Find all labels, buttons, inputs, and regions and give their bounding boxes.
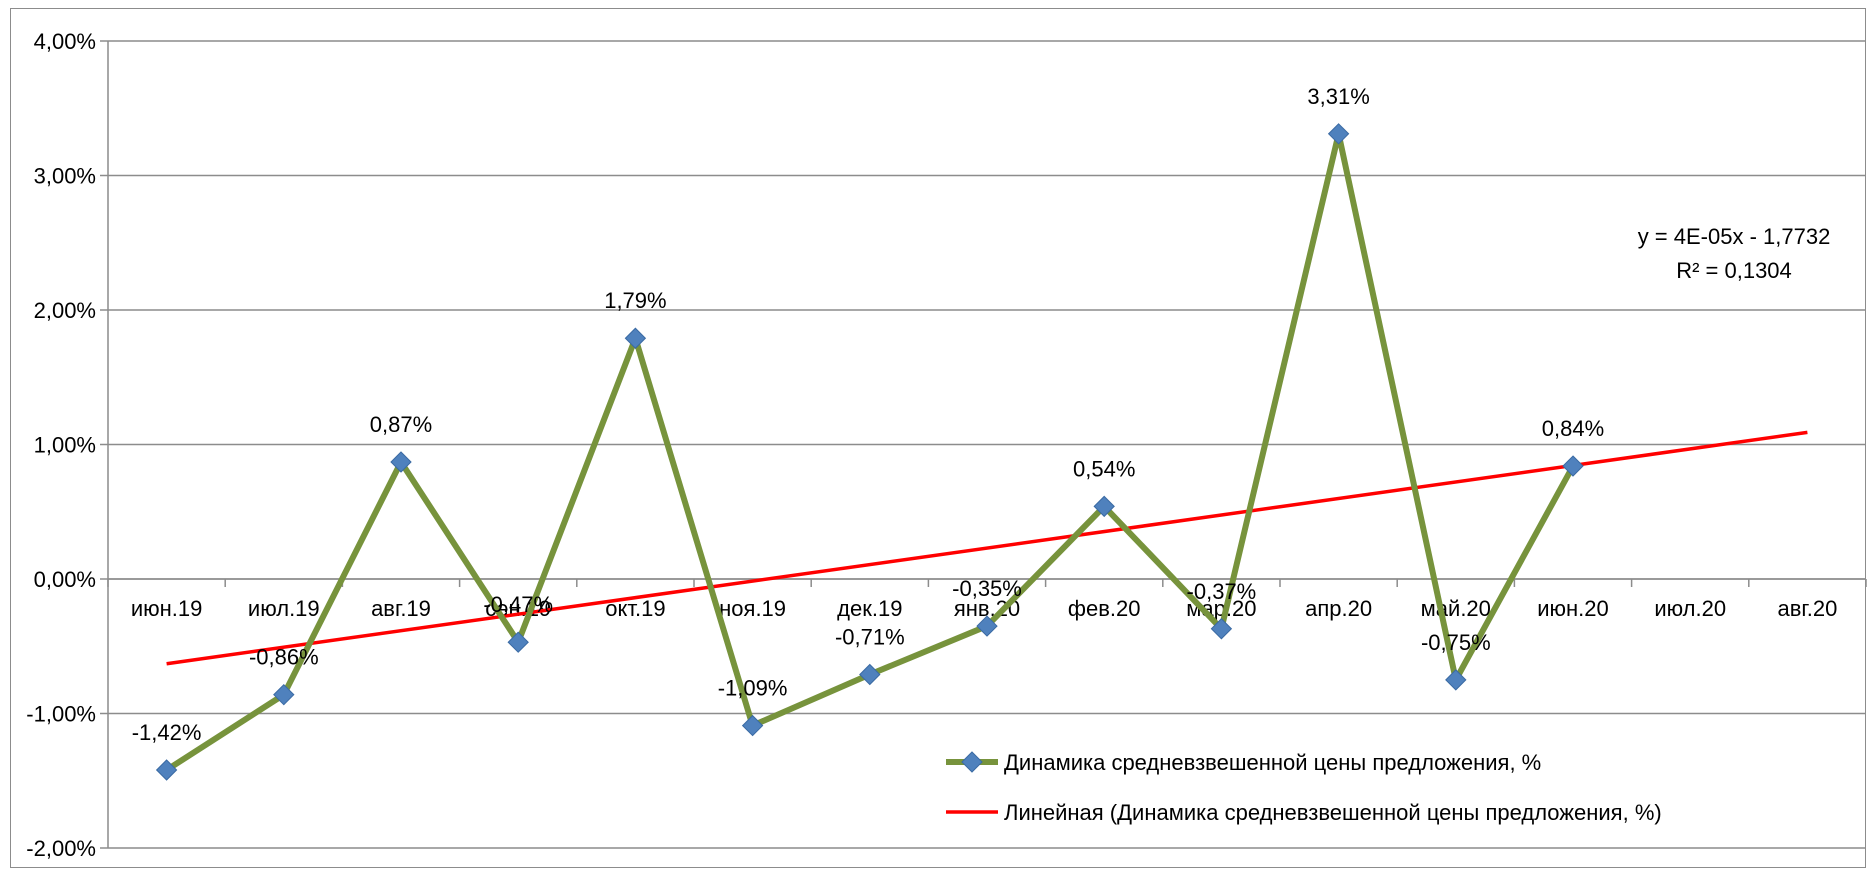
- data-label: -0,47%: [483, 592, 553, 617]
- legend: Динамика средневзвешенной цены предложен…: [946, 750, 1662, 825]
- y-tick-label: 3,00%: [34, 164, 96, 189]
- y-tick-label: 1,00%: [34, 433, 96, 458]
- x-tick-label: ноя.19: [719, 596, 786, 621]
- legend-series-label: Динамика средневзвешенной цены предложен…: [1004, 750, 1541, 775]
- x-tick-label: июн.19: [131, 596, 203, 621]
- x-tick-label: авг.20: [1777, 596, 1837, 621]
- data-label: -0,37%: [1187, 579, 1257, 604]
- legend-series-marker: [961, 751, 983, 773]
- data-point-marker: [741, 714, 764, 737]
- data-label: 1,79%: [604, 288, 666, 313]
- y-tick-label: 4,00%: [34, 29, 96, 54]
- data-point-marker: [155, 759, 178, 781]
- y-tick-label: 0,00%: [34, 567, 96, 592]
- x-axis: июн.19 июл.19 авг.19 сен.19 окт.19 ноя.19 дек.…: [107, 41, 1867, 848]
- data-point-marker: [976, 615, 998, 637]
- x-tick-label: апр.20: [1305, 596, 1372, 621]
- legend-trendline-label: Линейная (Динамика средневзвешенной цены…: [1004, 800, 1662, 825]
- data-label: 0,84%: [1542, 416, 1604, 441]
- data-label: 0,87%: [370, 412, 432, 437]
- y-axis-labels: -2,00% -1,00% 0,00% 1,00% 2,00% 3,00% 4,00%: [26, 29, 96, 861]
- series-markers: [155, 123, 1584, 781]
- data-label: 0,54%: [1073, 456, 1135, 481]
- trendline-equation: y = 4E-05x - 1,7732 R² = 0,1304: [1638, 224, 1831, 283]
- x-tick-label: июн.20: [1537, 596, 1609, 621]
- data-point-marker: [1562, 455, 1584, 477]
- data-point-marker: [1445, 669, 1467, 691]
- data-label: 3,31%: [1307, 84, 1369, 109]
- data-label: -1,42%: [132, 720, 202, 745]
- data-point-marker: [1093, 495, 1115, 518]
- data-point-marker: [273, 683, 295, 706]
- x-tick-label: май.20: [1421, 596, 1491, 621]
- chart-frame: [10, 8, 1866, 868]
- x-tick-label: фев.20: [1068, 596, 1141, 621]
- data-label: -1,09%: [718, 676, 788, 701]
- data-point-marker: [1327, 123, 1350, 145]
- y-tick-label: -1,00%: [26, 702, 96, 727]
- trendline-path: [166, 430, 1808, 666]
- trendline-equation-text: y = 4E-05x - 1,7732: [1638, 224, 1831, 249]
- data-label: -0,86%: [249, 645, 319, 670]
- trendline-r-squared-text: R² = 0,1304: [1676, 258, 1792, 283]
- x-tick-label: июл.19: [248, 596, 320, 621]
- x-tick-label: июл.20: [1654, 596, 1726, 621]
- data-point-marker: [859, 663, 881, 686]
- data-label: -0,75%: [1421, 630, 1491, 655]
- y-tick-label: -2,00%: [26, 836, 96, 861]
- data-point-marker: [390, 451, 412, 473]
- data-point-marker: [624, 327, 647, 349]
- x-tick-label: авг.19: [371, 596, 431, 621]
- x-tick-label: дек.19: [837, 596, 902, 621]
- y-tick-label: 2,00%: [34, 298, 96, 323]
- grid-lines: [100, 40, 1866, 849]
- data-point-marker: [507, 631, 529, 653]
- data-point-marker: [1210, 618, 1233, 640]
- trendline: [166, 430, 1808, 666]
- data-label: -0,71%: [835, 624, 905, 649]
- data-labels: -1,42% -0,86% 0,87% -0,47% 1,79% -1,09% -0,71%…: [132, 84, 1604, 745]
- data-label: -0,35%: [952, 576, 1022, 601]
